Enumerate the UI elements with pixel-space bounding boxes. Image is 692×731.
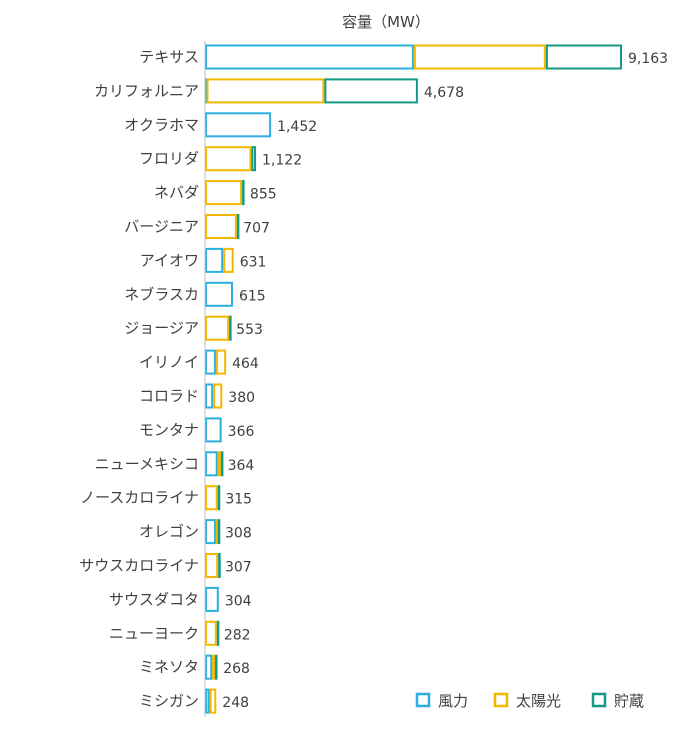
- bar-segment-0: [205, 586, 219, 612]
- category-label: コロラド: [139, 387, 199, 405]
- bar-segment-1: [205, 553, 219, 578]
- category-label: アイオワ: [140, 251, 199, 269]
- category-label: オクラホマ: [124, 116, 199, 134]
- category-label: ネバダ: [154, 184, 199, 202]
- labels-group: テキサス 9,163 カリフォルニア 4,678 オクラホマ 1,452 フロリダ 1,122…: [79, 48, 668, 711]
- bar-segment-1: [205, 485, 218, 511]
- legend-swatch: [591, 692, 607, 708]
- total-value-label: 631: [240, 254, 267, 270]
- bar-segment-0: [205, 281, 233, 307]
- category-label: テキサス: [139, 48, 199, 66]
- bar-segment-1: [205, 146, 252, 172]
- bar-segment-2: [251, 146, 257, 172]
- bar-segment-0: [205, 451, 218, 477]
- bar-segment-1: [223, 247, 234, 273]
- bar-segment-2: [216, 620, 220, 646]
- category-label: ノースカロライナ: [80, 489, 199, 507]
- category-label: ミネソタ: [139, 658, 199, 676]
- total-value-label: 615: [239, 288, 266, 304]
- category-label: モンタナ: [139, 421, 199, 439]
- bar-segment-0: [205, 247, 224, 273]
- total-value-label: 315: [225, 492, 252, 508]
- total-value-label: 268: [223, 661, 250, 677]
- bar-segment-1: [215, 349, 227, 375]
- category-label: サウスダコタ: [109, 590, 199, 608]
- chart-title: 容量（MW）: [342, 13, 430, 31]
- category-label: イリノイ: [139, 353, 199, 371]
- total-value-label: 304: [225, 593, 252, 609]
- bar-segment-2: [220, 451, 224, 477]
- total-value-label: 366: [228, 424, 255, 440]
- bar-segment-1: [209, 688, 217, 714]
- bar-segment-2: [229, 315, 232, 341]
- category-label: ジョージア: [124, 319, 199, 337]
- category-label: ミシガン: [139, 692, 199, 710]
- legend-label: 貯蔵: [614, 692, 644, 710]
- total-value-label: 307: [225, 560, 252, 576]
- legend-label: 風力: [438, 692, 468, 710]
- bar-segment-2: [217, 485, 221, 511]
- total-value-label: 553: [236, 322, 263, 338]
- bar-segment-0: [205, 654, 213, 680]
- total-value-label: 1,122: [262, 153, 302, 169]
- bar-segment-2: [215, 654, 218, 680]
- legend-label: 太陽光: [516, 692, 561, 710]
- bar-segment-1: [206, 78, 325, 104]
- bar-segment-1: [205, 620, 217, 646]
- category-label: ネブラスカ: [124, 285, 199, 303]
- total-value-label: 1,452: [277, 119, 317, 135]
- bar-segment-1: [205, 315, 230, 341]
- category-label: フロリダ: [139, 150, 199, 168]
- bar-segment-0: [205, 78, 208, 104]
- category-label: バージニア: [124, 218, 199, 236]
- total-value-label: 9,163: [628, 51, 668, 67]
- legend: 風力 太陽光 貯蔵: [415, 692, 644, 710]
- category-label: オレゴン: [139, 523, 199, 541]
- bar-segment-1: [205, 180, 243, 206]
- bar-segment-2: [242, 180, 245, 206]
- bar-segment-0: [205, 688, 210, 714]
- bar-segment-0: [205, 383, 214, 409]
- bar-segment-1: [205, 214, 237, 239]
- bar-segment-2: [545, 44, 623, 70]
- bar-segment-0: [205, 349, 216, 375]
- total-value-label: 364: [228, 458, 255, 474]
- bar-segment-1: [213, 383, 223, 409]
- bar-segment-0: [205, 519, 216, 545]
- bar-segment-0: [205, 112, 272, 138]
- category-label: ニューメキシコ: [95, 455, 199, 473]
- total-value-label: 308: [225, 526, 252, 542]
- bar-segment-0: [205, 417, 222, 443]
- total-value-label: 855: [250, 187, 277, 203]
- total-value-label: 464: [232, 356, 259, 372]
- bar-segment-2: [217, 519, 221, 545]
- total-value-label: 4,678: [424, 85, 464, 101]
- category-label: サウスカロライナ: [79, 557, 199, 575]
- bar-segment-0: [205, 44, 414, 70]
- bar-segment-2: [324, 78, 418, 104]
- legend-swatch: [415, 692, 431, 708]
- total-value-label: 248: [222, 695, 249, 711]
- bar-segment-1: [217, 451, 221, 477]
- bars-group: [205, 44, 623, 714]
- bar-segment-1: [413, 44, 546, 70]
- bar-segment-1: [215, 519, 219, 545]
- total-value-label: 380: [228, 390, 255, 406]
- bar-segment-2: [236, 214, 240, 239]
- bar-segment-2: [218, 553, 221, 578]
- legend-swatch: [493, 692, 509, 708]
- bar-segment-1: [212, 654, 216, 680]
- total-value-label: 282: [224, 627, 251, 643]
- total-value-label: 707: [243, 221, 270, 237]
- category-label: カリフォルニア: [94, 82, 199, 100]
- category-label: ニューヨーク: [109, 624, 199, 642]
